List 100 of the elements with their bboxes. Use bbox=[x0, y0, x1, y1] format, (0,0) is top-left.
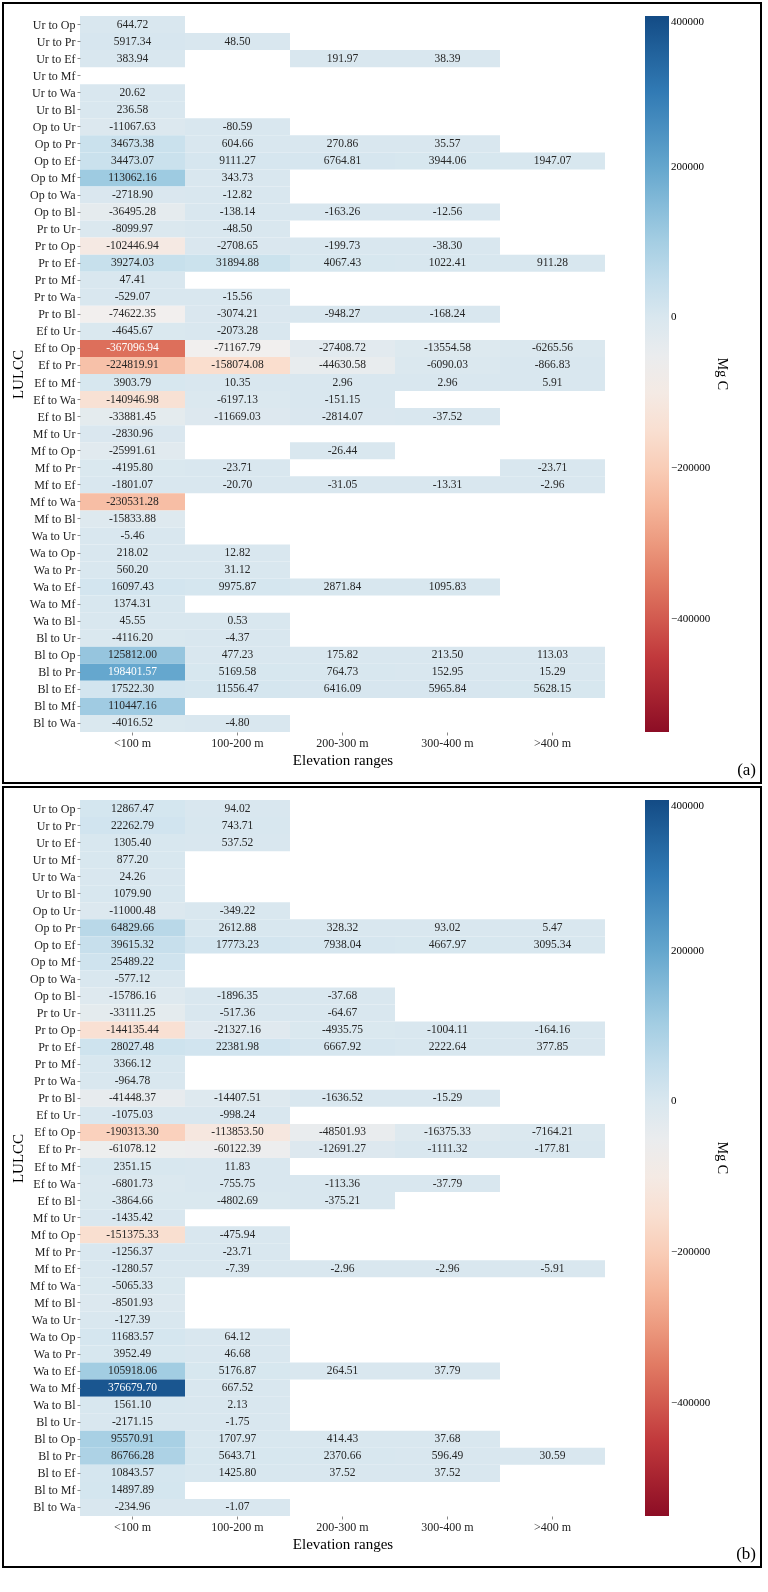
data-label: 213.50 bbox=[431, 648, 464, 661]
data-label: 218.02 bbox=[116, 546, 149, 558]
x-tick-label: 300-400 m bbox=[421, 735, 475, 750]
data-label: 764.73 bbox=[326, 665, 359, 678]
data-label: 1374.31 bbox=[113, 597, 152, 610]
data-label: -4016.52 bbox=[111, 716, 154, 729]
data-label: 105918.06 bbox=[108, 1364, 158, 1377]
y-tick-label: Pr to Ef bbox=[38, 1040, 76, 1055]
y-axis-title: LULCC bbox=[9, 349, 26, 400]
data-label: -1801.07 bbox=[111, 477, 154, 490]
data-label: 198401.57 bbox=[108, 665, 158, 678]
x-axis-title: Elevation ranges bbox=[292, 1535, 394, 1552]
y-tick-label: Mf to Ef bbox=[34, 1261, 76, 1276]
data-label: -102446.94 bbox=[106, 239, 160, 252]
color-bar-label: 400000 bbox=[671, 799, 705, 811]
x-tick-label: 100-200 m bbox=[211, 735, 265, 750]
data-label: 17522.30 bbox=[110, 682, 155, 695]
data-label: 38.39 bbox=[434, 51, 461, 64]
data-label: 537.52 bbox=[221, 835, 254, 848]
color-bar-title: Mg C bbox=[715, 357, 730, 391]
y-tick-label: Mf to Bl bbox=[34, 1295, 77, 1310]
y-tick-label: Op to Ef bbox=[34, 937, 76, 952]
data-label: 3366.12 bbox=[113, 1057, 152, 1070]
data-label: -158074.08 bbox=[211, 358, 265, 371]
data-label: -5065.33 bbox=[111, 1278, 154, 1291]
data-label: -13554.58 bbox=[424, 341, 472, 354]
data-label: 376679.70 bbox=[108, 1381, 158, 1394]
x-axis-title: Elevation ranges bbox=[292, 751, 394, 768]
data-label: 14897.89 bbox=[110, 1483, 155, 1496]
y-tick-label: Wa to Bl bbox=[33, 614, 77, 629]
data-label: -7164.21 bbox=[531, 1125, 574, 1138]
data-label: -15.56 bbox=[222, 290, 253, 303]
x-tick-label: >400 m bbox=[533, 1519, 572, 1534]
data-label: 37.52 bbox=[434, 1466, 461, 1479]
y-tick-label: Mf to Bl bbox=[34, 511, 77, 526]
y-tick-label: Mf to Op bbox=[30, 1227, 76, 1242]
y-tick-label: Op to Bl bbox=[34, 205, 77, 220]
y-tick-label: Op to Bl bbox=[34, 989, 77, 1004]
data-label: -113853.50 bbox=[211, 1125, 264, 1138]
data-label: -33111.25 bbox=[109, 1006, 156, 1019]
y-tick-label: Bl to Ur bbox=[36, 631, 76, 646]
color-bar-title: Mg C bbox=[715, 1141, 730, 1175]
data-label: -4.80 bbox=[225, 716, 250, 729]
data-label: 10.35 bbox=[224, 375, 251, 388]
y-tick-label: Op to Pr bbox=[34, 136, 76, 151]
data-label: -33881.45 bbox=[109, 409, 157, 422]
data-label: -127.39 bbox=[114, 1312, 151, 1325]
data-label: -2073.28 bbox=[216, 324, 259, 337]
data-label: -15833.88 bbox=[109, 511, 157, 524]
data-label: -4116.20 bbox=[112, 631, 154, 644]
data-label: 5176.87 bbox=[218, 1364, 257, 1377]
data-label: 6667.92 bbox=[323, 1040, 362, 1053]
data-label: -4195.80 bbox=[111, 460, 154, 473]
y-tick-label: Ur to Pr bbox=[36, 34, 76, 49]
data-label: -1.07 bbox=[225, 1500, 250, 1513]
y-tick-label: Wa to Ef bbox=[33, 580, 76, 595]
y-tick-label: Bl to Ef bbox=[37, 1466, 76, 1481]
x-tick-label: 300-400 m bbox=[421, 1519, 475, 1534]
y-tick-label: Ur to Bl bbox=[36, 886, 77, 901]
data-label: 5.91 bbox=[542, 375, 563, 388]
data-label: 236.58 bbox=[116, 102, 149, 115]
data-label: -230531.28 bbox=[106, 494, 160, 507]
y-tick-label: Mf to Ef bbox=[34, 477, 76, 492]
data-label: -6801.73 bbox=[111, 1176, 154, 1189]
data-label: -2.96 bbox=[330, 1261, 355, 1274]
text: (b) bbox=[736, 1544, 756, 1564]
data-label: -23.71 bbox=[222, 460, 253, 473]
data-label: -23.71 bbox=[537, 460, 568, 473]
x-tick-label: 100-200 m bbox=[211, 1519, 265, 1534]
y-tick-label: Ef to Bl bbox=[37, 1193, 77, 1208]
data-label: -577.12 bbox=[114, 972, 151, 984]
data-label: 34473.07 bbox=[110, 153, 155, 166]
data-label: -6265.56 bbox=[531, 341, 574, 354]
y-tick-label: Ur to Pr bbox=[36, 818, 76, 833]
y-tick-label: Ef to Pr bbox=[38, 1142, 76, 1157]
data-label: 1561.10 bbox=[113, 1398, 152, 1411]
data-label: -5.91 bbox=[540, 1261, 565, 1274]
y-tick-label: Wa to Ur bbox=[31, 1312, 76, 1327]
y-tick-label: Pr to Bl bbox=[38, 307, 77, 322]
data-label: -3864.66 bbox=[111, 1193, 154, 1206]
data-label: 2871.84 bbox=[323, 580, 362, 593]
data-label: -529.07 bbox=[114, 290, 151, 303]
data-label: 877.20 bbox=[116, 852, 149, 865]
data-label: 4067.43 bbox=[323, 256, 362, 269]
data-label: -190313.30 bbox=[106, 1125, 160, 1138]
data-label: -4645.67 bbox=[111, 324, 154, 337]
color-bar-label: −200000 bbox=[671, 461, 711, 474]
data-label: -4935.75 bbox=[321, 1023, 364, 1036]
data-label: 2370.66 bbox=[323, 1449, 362, 1462]
y-tick-label: Op to Ur bbox=[32, 903, 76, 918]
data-label: -375.21 bbox=[324, 1193, 361, 1206]
y-tick-label: Pr to Mf bbox=[34, 1057, 76, 1072]
y-tick-label: Bl to Wa bbox=[33, 716, 77, 731]
y-tick-label: Ur to Op bbox=[32, 17, 76, 32]
data-label: 5628.15 bbox=[533, 682, 572, 695]
data-label: 414.43 bbox=[326, 1432, 359, 1445]
data-label: -27408.72 bbox=[319, 341, 367, 354]
data-label: -15786.16 bbox=[109, 989, 157, 1002]
data-label: -41448.37 bbox=[109, 1091, 157, 1104]
data-label: -38.30 bbox=[432, 239, 463, 252]
